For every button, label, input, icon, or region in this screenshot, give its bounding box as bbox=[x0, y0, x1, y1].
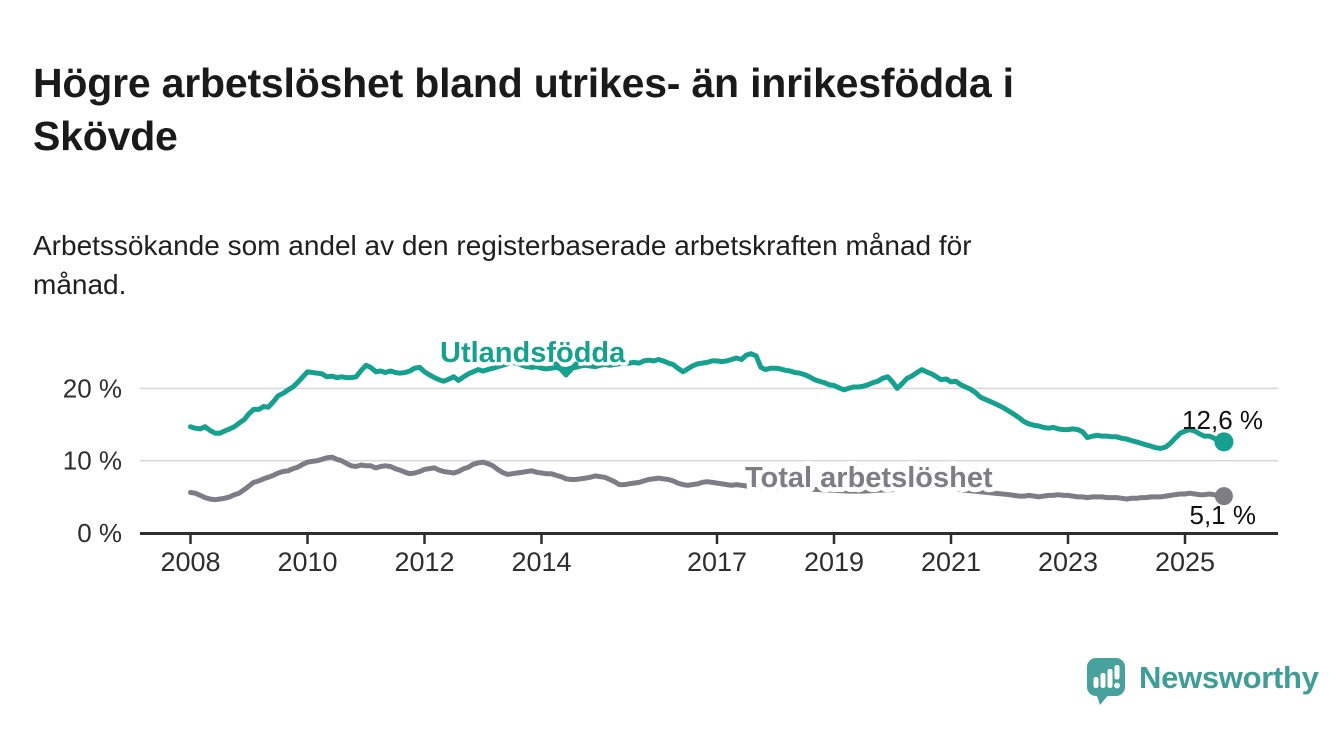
x-tick-label: 2012 bbox=[394, 547, 454, 577]
x-axis bbox=[140, 532, 1278, 544]
x-tick-label: 2023 bbox=[1038, 547, 1098, 577]
series-line-total bbox=[188, 454, 1222, 503]
y-tick-label: 0 % bbox=[77, 518, 122, 548]
x-tick-label: 2010 bbox=[277, 547, 337, 577]
chart-title: Högre arbetslöshet bland utrikes- än inr… bbox=[33, 57, 1014, 163]
series-label-utlandsfodda: Utlandsfödda bbox=[440, 337, 626, 369]
series-end-dot-total bbox=[1214, 487, 1233, 506]
end-value-label-total: 5,1 % bbox=[1190, 500, 1257, 530]
bar-chart-glyph bbox=[1093, 665, 1120, 689]
y-tick-label: 10 % bbox=[63, 446, 122, 476]
series-lines bbox=[188, 351, 1234, 506]
x-tick-label: 2025 bbox=[1155, 547, 1215, 577]
series-label-total: Total arbetslöshet bbox=[745, 462, 993, 494]
chart-subtitle-line-1: Arbetssökande som andel av den registerb… bbox=[33, 230, 972, 261]
series-line-utlandsfodda bbox=[188, 351, 1222, 451]
series-end-dot-utlandsfodda bbox=[1214, 432, 1234, 452]
chart-subtitle: Arbetssökande som andel av den registerb… bbox=[33, 226, 972, 304]
newsworthy-bubble-icon bbox=[1087, 658, 1125, 705]
chart-title-line-2: Skövde bbox=[33, 113, 178, 160]
x-tick-label: 2019 bbox=[804, 547, 864, 577]
y-tick-label: 20 % bbox=[63, 373, 122, 403]
chart-labels: 0 % 10 % 20 % 2008 2010 2012 2014 2017 2019 2021 2… bbox=[63, 334, 1263, 578]
exclamation-bar bbox=[1114, 665, 1120, 680]
x-tick-label: 2017 bbox=[687, 547, 747, 577]
chart-subtitle-line-2: månad. bbox=[33, 269, 127, 300]
down-arrow-icon bbox=[553, 361, 579, 378]
gridlines bbox=[140, 387, 1278, 462]
exclamation-dot bbox=[1114, 682, 1120, 689]
end-value-label-utlandsfodda: 12,6 % bbox=[1182, 405, 1263, 435]
line-chart: 0 % 10 % 20 % 2008 2010 2012 2014 2017 2019 2021 2… bbox=[63, 334, 1278, 578]
newsworthy-wordmark: Newsworthy bbox=[1139, 660, 1319, 695]
x-tick-label: 2014 bbox=[511, 547, 571, 577]
chart-title-line-1: Högre arbetslöshet bland utrikes- än inr… bbox=[33, 60, 1014, 107]
newsworthy-logo: Newsworthy bbox=[1086, 657, 1319, 706]
x-tick-label: 2021 bbox=[921, 547, 981, 577]
x-tick-label: 2008 bbox=[160, 547, 220, 577]
